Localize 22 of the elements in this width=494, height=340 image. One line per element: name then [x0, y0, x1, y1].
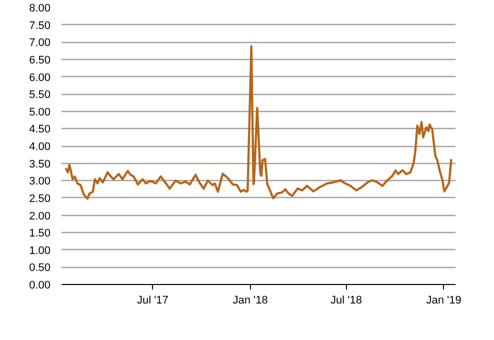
y-tick-label: 7.50: [29, 20, 51, 32]
y-tick-label: 0.50: [29, 262, 51, 274]
line-series: [64, 45, 452, 200]
y-tick-label: 4.00: [29, 141, 51, 153]
x-tick-label: Jan '19: [426, 294, 462, 306]
y-tick-label: 6.50: [29, 54, 51, 66]
y-tick-label: 5.00: [29, 106, 51, 118]
y-tick-label: 3.00: [29, 176, 51, 188]
y-tick-label: 5.50: [29, 89, 51, 102]
y-tick-label: 0.00: [29, 280, 51, 292]
y-tick-label: 1.50: [29, 228, 51, 240]
y-tick-label: 2.00: [29, 210, 51, 222]
y-tick-label: 8.00: [29, 2, 51, 14]
y-tick-label: 6.00: [29, 72, 51, 84]
x-tick-label: Jul '18: [330, 294, 362, 306]
y-tick-label: 4.50: [29, 124, 51, 136]
y-tick-label: 2.50: [29, 192, 51, 205]
y-tick-label: 7.00: [29, 37, 51, 50]
x-tick-label: Jul '17: [136, 294, 168, 306]
x-tick-label: Jan '18: [232, 294, 268, 306]
y-tick-label: 1.00: [29, 244, 51, 257]
y-tick-label: 3.50: [29, 158, 51, 170]
